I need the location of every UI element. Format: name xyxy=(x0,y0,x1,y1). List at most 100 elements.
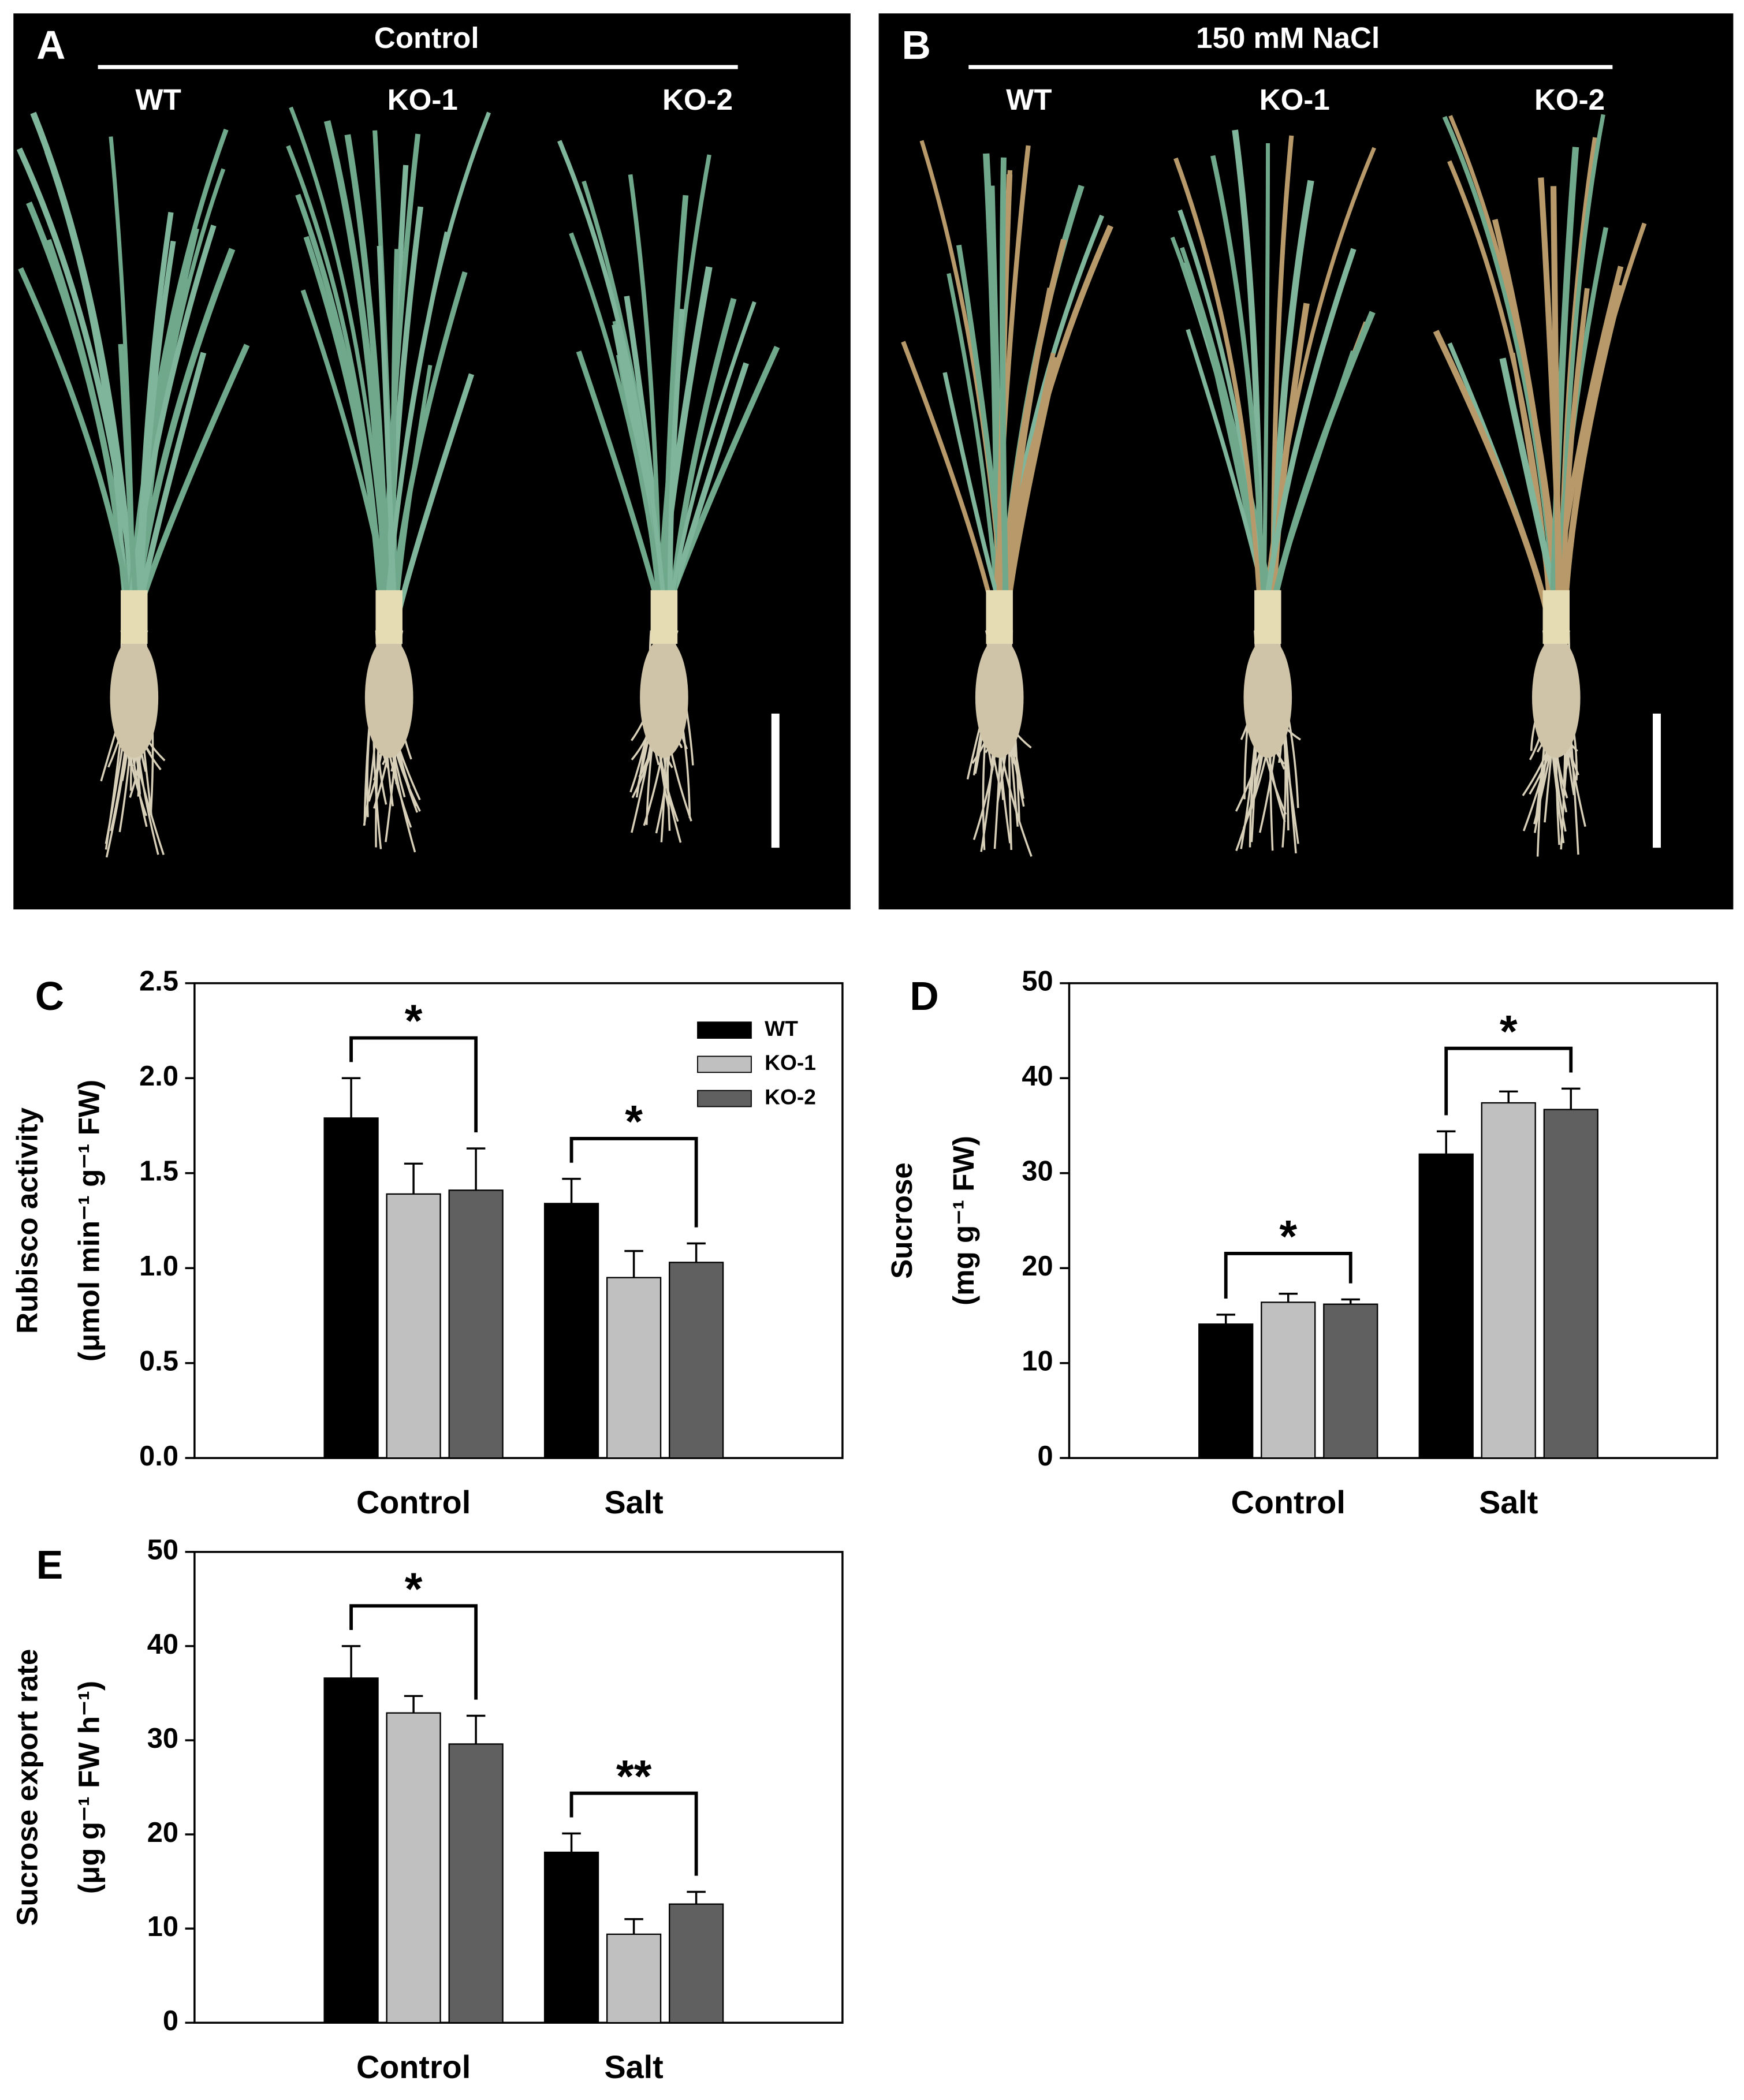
leaf xyxy=(344,134,391,631)
y-tick-label: 30 xyxy=(147,1723,178,1754)
stem-base xyxy=(1254,590,1281,644)
plot-frame xyxy=(1068,982,1719,1459)
condition-label: 150 mM NaCl xyxy=(1196,21,1380,54)
error-bar xyxy=(1561,1087,1581,1110)
condition-label: Control xyxy=(374,21,479,54)
scale-bar xyxy=(1653,713,1661,848)
x-tick-label: Control xyxy=(1231,1484,1346,1520)
x-tick-label: Salt xyxy=(604,2049,663,2085)
error-bar xyxy=(562,1177,581,1204)
y-tick-label: 0 xyxy=(1037,1441,1053,1472)
significance-label: * xyxy=(1279,1211,1297,1262)
significance-bracket xyxy=(349,1036,478,1133)
bar xyxy=(1418,1153,1474,1459)
error-bar xyxy=(341,1077,361,1118)
panel-label: E xyxy=(36,1542,63,1587)
genotype-label: KO-2 xyxy=(662,83,733,116)
panel-label: A xyxy=(36,23,65,68)
legend-label: KO-1 xyxy=(765,1050,816,1075)
bar xyxy=(606,1933,662,2024)
significance-label: ** xyxy=(616,1751,652,1801)
y-axis-label: (mg g⁻¹ FW) xyxy=(947,1136,980,1305)
bar xyxy=(1481,1102,1536,1459)
error-bar xyxy=(687,1242,706,1263)
leaf xyxy=(1260,248,1357,631)
error-bar xyxy=(341,1645,361,1678)
bar xyxy=(1198,1323,1254,1459)
leaf xyxy=(1561,288,1590,631)
y-tick-label: 10 xyxy=(147,1911,178,1942)
significance-bracket xyxy=(569,1137,698,1228)
y-tick-label: 20 xyxy=(1022,1251,1053,1282)
bar xyxy=(1323,1303,1378,1459)
panel-label: C xyxy=(35,973,64,1019)
legend-swatch xyxy=(697,1090,752,1107)
bar xyxy=(668,1262,724,1459)
bar xyxy=(543,1851,599,2024)
leaf xyxy=(1173,157,1263,631)
leaf xyxy=(18,267,136,631)
plot-frame xyxy=(193,982,844,1459)
stem-base xyxy=(1542,590,1570,644)
y-tick-label: 2.0 xyxy=(139,1061,178,1092)
leaf xyxy=(125,128,229,631)
leaf xyxy=(44,151,129,631)
x-tick-label: Salt xyxy=(1479,1484,1538,1520)
y-tick-label: 50 xyxy=(147,1535,178,1566)
plot-frame xyxy=(193,1551,844,2024)
y-tick-label: 50 xyxy=(1022,966,1053,997)
error-bar xyxy=(624,1918,643,1934)
panel-label: B xyxy=(901,23,930,68)
leaf xyxy=(286,145,386,631)
bar xyxy=(543,1203,599,1459)
y-tick-label: 0.0 xyxy=(139,1441,178,1472)
leaf xyxy=(1538,177,1565,631)
legend-swatch xyxy=(697,1021,752,1039)
bar xyxy=(606,1277,662,1459)
leaf xyxy=(1549,147,1579,631)
y-tick-label: 0.5 xyxy=(139,1346,178,1377)
y-tick-label: 0 xyxy=(163,2005,178,2036)
genotype-label: KO-1 xyxy=(387,83,458,116)
stem-base xyxy=(986,590,1013,644)
error-bar xyxy=(466,1714,486,1744)
y-tick-label: 1.0 xyxy=(139,1251,178,1282)
root-mass xyxy=(364,637,413,758)
photo-panel: B 150 mM NaCl WT KO-1 KO-2 xyxy=(878,13,1734,910)
error-bar xyxy=(562,1832,581,1853)
genotype-label: KO-1 xyxy=(1259,83,1330,116)
error-bar xyxy=(687,1890,706,1904)
x-tick-label: Salt xyxy=(604,1484,663,1520)
error-bar xyxy=(466,1147,486,1191)
significance-label: * xyxy=(1500,1006,1518,1057)
stem-base xyxy=(650,590,678,644)
x-tick-label: Control xyxy=(356,1484,471,1520)
y-axis-label: (μmol min⁻¹ g⁻¹ FW) xyxy=(72,1080,105,1362)
error-bar xyxy=(1436,1130,1456,1154)
bar xyxy=(448,1743,504,2024)
y-tick-label: 10 xyxy=(1022,1346,1053,1377)
error-bar xyxy=(624,1249,643,1278)
stem-base xyxy=(121,590,148,644)
y-tick-label: 30 xyxy=(1022,1156,1053,1187)
error-bar xyxy=(1216,1314,1235,1325)
leaf xyxy=(1210,155,1267,631)
genotype-label: WT xyxy=(1006,83,1052,116)
bar xyxy=(323,1677,379,2024)
panel-label: D xyxy=(910,973,938,1019)
leaf xyxy=(557,140,669,631)
significance-bracket xyxy=(569,1791,698,1876)
genotype-label: WT xyxy=(135,83,181,116)
y-axis-label: (μg g⁻¹ FW h⁻¹) xyxy=(72,1681,105,1894)
x-tick-label: Control xyxy=(356,2049,471,2085)
leaf xyxy=(382,231,450,631)
leaf xyxy=(999,157,1009,631)
stem-base xyxy=(375,590,403,644)
legend-label: WT xyxy=(765,1016,798,1040)
y-tick-label: 40 xyxy=(147,1629,178,1660)
root-mass xyxy=(1243,637,1292,758)
y-tick-label: 40 xyxy=(1022,1061,1053,1092)
significance-label: * xyxy=(405,1564,423,1614)
significance-bracket xyxy=(1224,1252,1352,1299)
